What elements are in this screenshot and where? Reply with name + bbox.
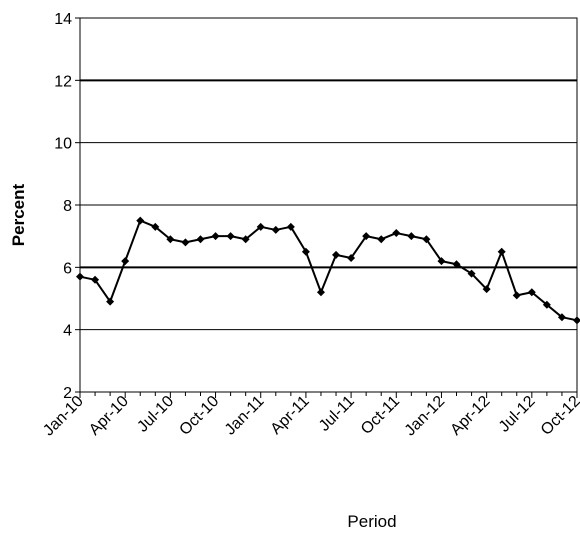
y-tick-label: 4	[63, 323, 72, 340]
y-axis-title: Percent	[9, 183, 28, 246]
y-tick-label: 12	[54, 73, 72, 90]
data-point	[256, 222, 265, 231]
series-line	[79, 219, 578, 322]
x-tick-label: Jan-12	[402, 393, 449, 440]
data-point	[392, 229, 401, 238]
data-point	[151, 222, 160, 231]
x-tick-label: Oct-10	[176, 393, 222, 439]
y-axis-ticks: 2 4 6 8 10 12 14	[54, 11, 80, 402]
data-point	[211, 232, 220, 241]
data-point	[467, 269, 476, 278]
data-point	[542, 300, 551, 309]
data-point	[76, 272, 84, 281]
data-point	[196, 235, 205, 244]
data-point	[181, 238, 190, 247]
x-tick-label: Apr-12	[447, 393, 493, 439]
x-tick-label: Apr-10	[86, 393, 132, 439]
y-tick-label: 14	[54, 11, 72, 28]
data-point	[557, 313, 566, 322]
series-group	[76, 216, 580, 325]
data-point	[332, 250, 341, 259]
data-point	[482, 285, 491, 294]
x-axis-title: Period	[347, 512, 396, 531]
y-tick-label: 2	[63, 385, 72, 402]
x-tick-label: Apr-11	[268, 393, 313, 438]
data-point	[136, 216, 145, 225]
y-tick-label: 10	[54, 136, 72, 153]
data-point	[512, 291, 521, 300]
data-point	[91, 275, 100, 284]
data-point	[286, 222, 295, 231]
data-point	[301, 247, 310, 256]
data-point	[347, 253, 356, 262]
data-point	[422, 235, 431, 244]
data-point	[241, 235, 250, 244]
data-point	[377, 235, 386, 244]
y-tick-label: 6	[63, 260, 72, 277]
data-point	[573, 316, 580, 325]
x-tick-label: Jul-12	[496, 393, 539, 436]
data-point	[452, 260, 461, 269]
data-point	[316, 288, 325, 297]
data-point	[527, 288, 536, 297]
data-point	[121, 257, 130, 266]
data-point	[497, 247, 506, 256]
x-tick-label: Jul-11	[316, 393, 358, 435]
data-point	[437, 257, 446, 266]
gridlines	[80, 79, 577, 331]
data-point	[226, 232, 235, 241]
data-point	[166, 235, 175, 244]
x-tick-label: Jan-11	[222, 393, 268, 439]
x-tick-label: Oct-11	[358, 393, 403, 438]
x-axis-ticks: Jan-10 Apr-10 Jul-10 Oct-10 Jan-11 Apr-11 Jul-…	[40, 392, 580, 439]
data-point	[106, 297, 115, 306]
x-tick-label: Jul-10	[134, 393, 177, 436]
y-tick-label: 8	[63, 198, 72, 215]
data-point	[362, 232, 371, 241]
data-point	[271, 225, 280, 234]
data-point	[407, 232, 416, 241]
x-tick-label: Oct-12	[538, 393, 580, 439]
